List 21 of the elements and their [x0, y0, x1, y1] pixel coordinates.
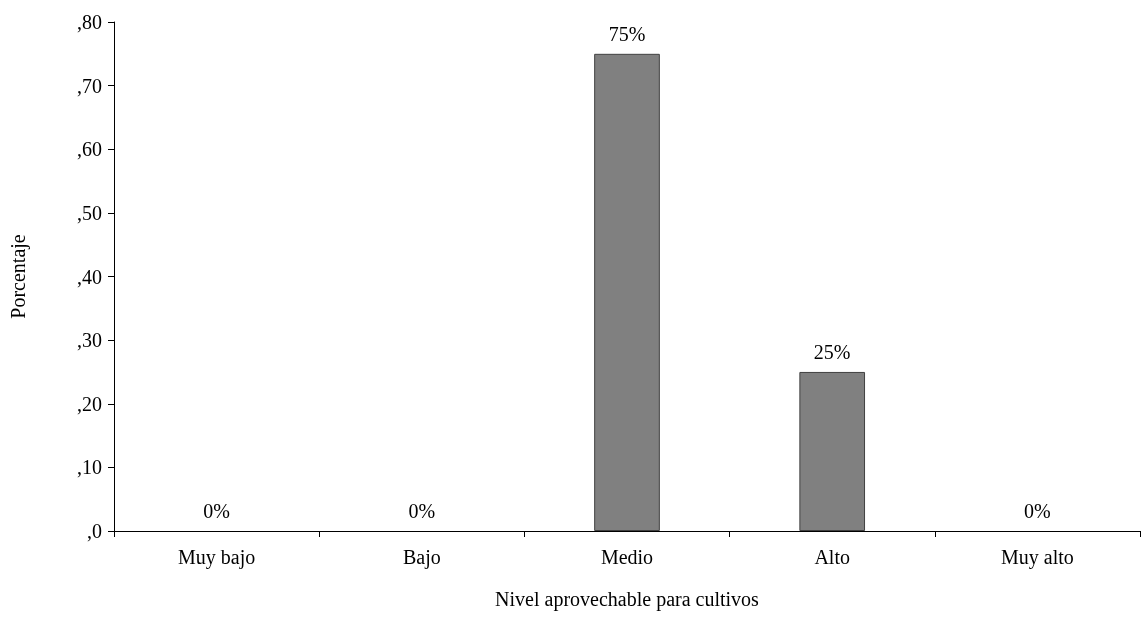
- y-tick-label: ,0: [87, 520, 102, 542]
- y-tick-label: ,60: [77, 138, 102, 161]
- x-tick-label: Medio: [600, 546, 654, 568]
- y-tick-label: ,50: [77, 201, 102, 224]
- y-tick-label: ,10: [77, 456, 102, 479]
- y-axis-title: Porcentaje: [7, 234, 30, 319]
- data-label: 0%: [1024, 500, 1051, 522]
- data-label: 75%: [608, 22, 646, 45]
- x-tick-label: Muy alto: [1001, 546, 1074, 569]
- data-label: 0%: [203, 500, 230, 522]
- x-tick-label: Alto: [814, 546, 850, 568]
- data-label: 0%: [408, 500, 436, 522]
- y-tick-label: ,20: [77, 392, 102, 415]
- x-tick-label: Bajo: [402, 546, 441, 569]
- y-tick-label: ,80: [77, 11, 102, 33]
- y-tick-label: ,40: [77, 265, 102, 288]
- x-axis-title: Nivel aprovechable para cultivos: [495, 588, 760, 611]
- y-tick-label: ,30: [77, 329, 102, 352]
- y-tick-label: ,70: [77, 74, 102, 97]
- x-tick-label: Muy bajo: [177, 546, 256, 569]
- data-label: 25%: [813, 340, 851, 363]
